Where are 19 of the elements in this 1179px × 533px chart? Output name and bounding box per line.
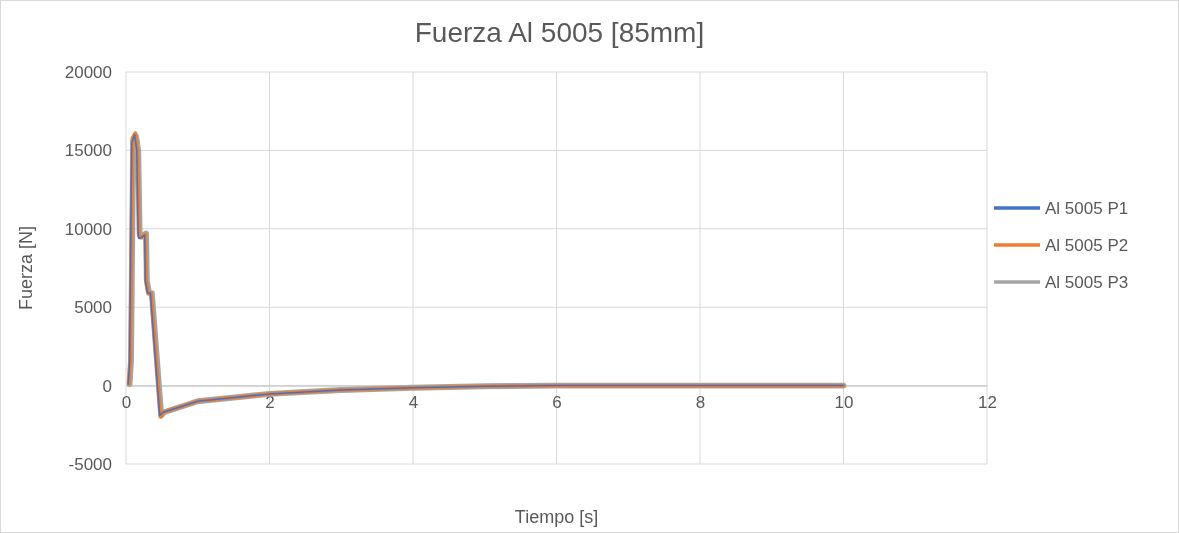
y-tick-label: 20000 (64, 62, 112, 82)
y-tick-label: 10000 (64, 219, 112, 239)
x-tick-label: 4 (408, 392, 419, 412)
x-tick-label: 8 (695, 392, 706, 412)
legend-label: Al 5005 P3 (1045, 273, 1129, 292)
y-tick-label: 15000 (64, 141, 112, 161)
x-axis-title: Tiempo [s] (514, 507, 599, 527)
x-tick-label: 10 (834, 392, 854, 412)
x-tick-label: 2 (265, 392, 275, 412)
x-tick-label: 12 (978, 392, 997, 412)
y-tick-label: 0 (102, 376, 112, 396)
x-tick-label: 0 (121, 392, 132, 412)
y-axis-title: Fuerza [N] (16, 225, 36, 311)
legend-label: Al 5005 P1 (1045, 199, 1129, 218)
y-tick-label: 5000 (74, 298, 112, 318)
legend-label: Al 5005 P2 (1045, 236, 1129, 255)
x-tick-label: 6 (552, 392, 562, 412)
chart-title: Fuerza Al 5005 [85mm] (414, 17, 705, 48)
y-tick-label: -5000 (68, 454, 112, 474)
